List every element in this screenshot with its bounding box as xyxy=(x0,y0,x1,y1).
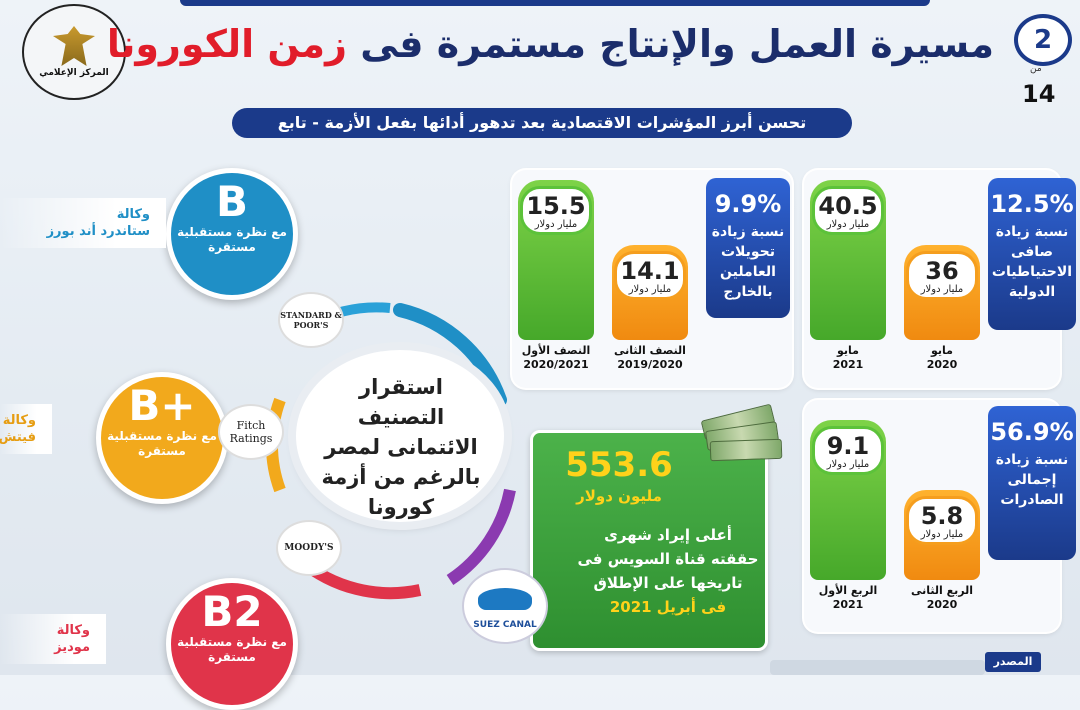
rating-outlook: مع نظرة مستقبلية مستقرة xyxy=(107,429,217,458)
title-part2: زمن الكورونا xyxy=(106,22,347,66)
remittances-bar-h2: 14.1 مليار دولار xyxy=(612,245,688,340)
page-number: 2 xyxy=(1014,14,1072,66)
bar-value: 15.5 xyxy=(526,192,586,220)
bar-value: 36 xyxy=(925,257,959,285)
logo-text: المركز الإعلامي xyxy=(39,68,109,78)
agency-label-fitch: وكالة فيتش xyxy=(0,404,52,454)
bar-value: 5.8 xyxy=(920,502,964,530)
bar-value: 14.1 xyxy=(620,257,680,285)
bar-value: 9.1 xyxy=(826,432,870,460)
remittances-card: 9.9% نسبة زيادة تحويلات العاملين بالخارج xyxy=(706,178,790,318)
agency-label-moodys: وكالة موديز xyxy=(0,614,106,664)
ship-icon xyxy=(478,588,532,610)
sp-logo: STANDARD & POOR'S xyxy=(278,292,344,348)
top-bar xyxy=(180,0,930,6)
bar-unit: مليار دولار xyxy=(826,459,870,470)
reserves-bar-2021: 40.5 مليار دولار xyxy=(810,180,886,340)
bar-unit: مليار دولار xyxy=(920,529,964,540)
rating-grade: B2 xyxy=(201,587,263,636)
rating-outlook: مع نظرة مستقبلية مستقرة xyxy=(177,635,287,664)
exports-label-2020: الربع الثانى 2020 xyxy=(911,584,973,611)
page-total: 14 xyxy=(1022,80,1056,108)
reserves-label-2021: مايو 2021 xyxy=(832,344,864,371)
rating-grade: B xyxy=(215,177,248,226)
remittances-label-h2: النصف الثانى 2019/2020 xyxy=(614,344,686,371)
bar-unit: مليار دولار xyxy=(920,284,964,295)
exports-card: 56.9% نسبة زيادة إجمالى الصادرات xyxy=(988,406,1076,560)
footer-bar xyxy=(770,660,985,675)
agency-label-sp: وكالة ستاندرد أند بورز xyxy=(0,198,166,248)
reserves-card: 12.5% نسبة زيادة صافى الاحتياطيات الدولي… xyxy=(988,178,1076,330)
reserves-bar-2020: 36 مليار دولار xyxy=(904,245,980,340)
bar-unit: مليار دولار xyxy=(628,284,672,295)
page-of: من xyxy=(1030,64,1042,74)
remittances-label-h1: النصف الأول 2020/2021 xyxy=(521,344,591,371)
rating-circle-fitch: B+ مع نظرة مستقبلية مستقرة xyxy=(96,372,228,504)
exports-desc: نسبة زيادة إجمالى الصادرات xyxy=(995,452,1069,508)
remittances-desc: نسبة زيادة تحويلات العاملين بالخارج xyxy=(711,224,785,300)
bar-unit: مليار دولار xyxy=(534,219,578,230)
suez-canal-logo: SUEZ CANAL xyxy=(462,568,548,644)
title-part1: مسيرة العمل والإنتاج مستمرة فى xyxy=(360,22,994,66)
money-stack-icon xyxy=(696,403,788,466)
moodys-logo: MOODY'S xyxy=(276,520,342,576)
exports-bar-2021: 9.1 مليار دولار xyxy=(810,420,886,580)
rating-outlook: مع نظرة مستقبلية مستقرة xyxy=(177,225,287,254)
suez-unit: مليون دولار xyxy=(576,487,662,505)
cabinet-logo: المركز الإعلامي xyxy=(22,4,126,100)
fitch-logo: Fitch Ratings xyxy=(218,404,284,460)
rating-hub: استقرار التصنيف الائتمانى لمصر بالرغم من… xyxy=(296,350,504,522)
rating-grade: B+ xyxy=(128,381,196,430)
source-label: المصدر xyxy=(985,652,1041,672)
rating-circle-moodys: B2 مع نظرة مستقبلية مستقرة xyxy=(166,578,298,710)
reserves-percent: 12.5% xyxy=(990,190,1074,218)
exports-percent: 56.9% xyxy=(990,418,1074,446)
hub-text: استقرار التصنيف الائتمانى لمصر بالرغم من… xyxy=(321,375,481,519)
remittances-bar-h1: 15.5 مليار دولار xyxy=(518,180,594,340)
reserves-label-2020: مايو 2020 xyxy=(926,344,958,371)
bar-value: 40.5 xyxy=(818,192,878,220)
eagle-emblem-icon xyxy=(53,26,95,66)
bar-unit: مليار دولار xyxy=(826,219,870,230)
rating-circle-sp: B مع نظرة مستقبلية مستقرة xyxy=(166,168,298,300)
exports-bar-2020: 5.8 مليار دولار xyxy=(904,490,980,580)
reserves-desc: نسبة زيادة صافى الاحتياطيات الدولية xyxy=(991,224,1073,300)
suez-desc: أعلى إيراد شهرى حققته قناة السويس فى تار… xyxy=(577,526,759,616)
page-title: مسيرة العمل والإنتاج مستمرة فى زمن الكور… xyxy=(107,22,994,66)
remittances-percent: 9.9% xyxy=(714,190,782,218)
suez-card: 553.6 مليون دولار أعلى إيراد شهرى حققته … xyxy=(530,430,768,651)
suez-value: 553.6 xyxy=(565,445,673,485)
subtitle-banner: تحسن أبرز المؤشرات الاقتصادية بعد تدهور … xyxy=(232,108,852,138)
exports-label-2021: الربع الأول 2021 xyxy=(818,584,878,611)
